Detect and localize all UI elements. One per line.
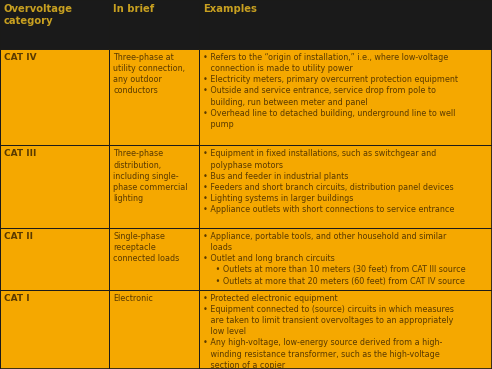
- Text: Single-phase
receptacle
connected loads: Single-phase receptacle connected loads: [113, 232, 180, 263]
- Bar: [109, 145, 199, 228]
- Bar: [0, 0, 109, 49]
- Bar: [0, 228, 109, 290]
- Bar: [199, 228, 492, 290]
- Bar: [109, 290, 199, 369]
- Bar: [199, 0, 492, 49]
- Text: Three-phase at
utility connection,
any outdoor
conductors: Three-phase at utility connection, any o…: [113, 53, 185, 96]
- Text: • Appliance, portable tools, and other household and similar
   loads
• Outlet a: • Appliance, portable tools, and other h…: [203, 232, 465, 286]
- Text: Overvoltage
category: Overvoltage category: [4, 4, 73, 26]
- Bar: [0, 145, 109, 228]
- Text: CAT III: CAT III: [4, 149, 36, 158]
- Text: Electronic: Electronic: [113, 294, 153, 303]
- Text: CAT II: CAT II: [4, 232, 33, 241]
- Text: Three-phase
distribution,
including single-
phase commercial
lighting: Three-phase distribution, including sing…: [113, 149, 187, 203]
- Text: • Equipment in fixed installations, such as switchgear and
   polyphase motors
•: • Equipment in fixed installations, such…: [203, 149, 454, 214]
- Text: • Refers to the “origin of installation,” i.e., where low-voltage
   connection : • Refers to the “origin of installation,…: [203, 53, 458, 129]
- Text: • Protected electronic equipment
• Equipment connected to (source) circuits in w: • Protected electronic equipment • Equip…: [203, 294, 454, 369]
- Bar: [0, 290, 109, 369]
- Bar: [0, 49, 109, 145]
- Bar: [109, 228, 199, 290]
- Bar: [199, 145, 492, 228]
- Text: In brief: In brief: [113, 4, 154, 14]
- Bar: [109, 49, 199, 145]
- Text: Examples: Examples: [203, 4, 257, 14]
- Text: CAT I: CAT I: [4, 294, 30, 303]
- Bar: [199, 49, 492, 145]
- Text: CAT IV: CAT IV: [4, 53, 36, 62]
- Bar: [109, 0, 199, 49]
- Bar: [199, 290, 492, 369]
